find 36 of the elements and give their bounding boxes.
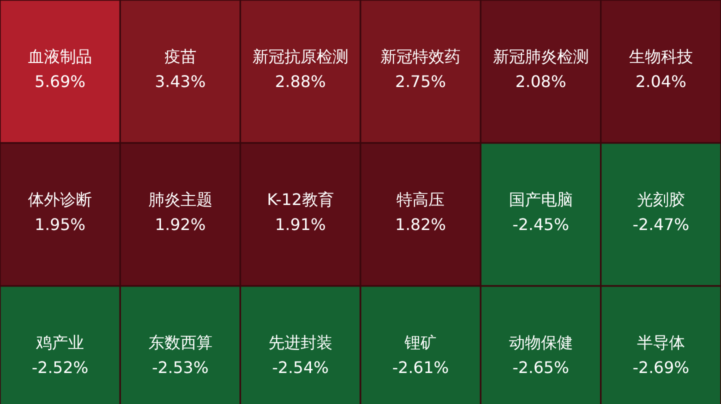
category-label: 锂矿: [404, 332, 437, 352]
data-label: 2.08%: [515, 72, 566, 91]
category-label: 新冠抗原检测: [252, 46, 348, 66]
category-label: 动物保健: [508, 332, 573, 352]
data-label: 2.88%: [275, 72, 326, 91]
data-label: 2.04%: [636, 72, 686, 91]
data-label: -2.65%: [512, 358, 570, 377]
category-label: 肺炎主题: [148, 190, 212, 209]
data-label: 5.69%: [34, 72, 86, 91]
category-label: 血液制品: [28, 46, 92, 66]
category-label: 国产电脑: [508, 190, 573, 209]
category-label: 生物科技: [628, 46, 693, 66]
category-label: 东数西算: [148, 332, 212, 352]
category-label: 新冠肺炎检测: [492, 46, 589, 66]
category-label: 疫苗: [164, 46, 196, 66]
category-label: 鸡产业: [35, 332, 84, 352]
category-label: 新冠特效药: [380, 46, 461, 66]
category-label: 特高压: [396, 190, 445, 209]
data-label: 3.43%: [154, 72, 206, 91]
data-label: 1.91%: [275, 214, 326, 234]
category-label: 光刻胶: [636, 190, 685, 209]
data-label: -2.54%: [272, 358, 329, 377]
data-label: 1.82%: [395, 214, 446, 234]
category-label: 先进封装: [268, 332, 332, 352]
data-label: -2.69%: [632, 358, 690, 377]
category-label: K-12教育: [266, 190, 334, 209]
category-label: 体外诊断: [28, 190, 92, 209]
data-label: 2.75%: [395, 72, 446, 91]
data-label: 1.95%: [34, 214, 86, 234]
data-label: -2.61%: [392, 358, 449, 377]
data-label: -2.45%: [512, 214, 570, 234]
category-label: 半导体: [636, 332, 685, 352]
data-label: -2.53%: [152, 358, 209, 377]
data-label: -2.52%: [32, 358, 88, 377]
data-label: -2.47%: [632, 214, 690, 234]
data-label: 1.92%: [154, 214, 206, 234]
